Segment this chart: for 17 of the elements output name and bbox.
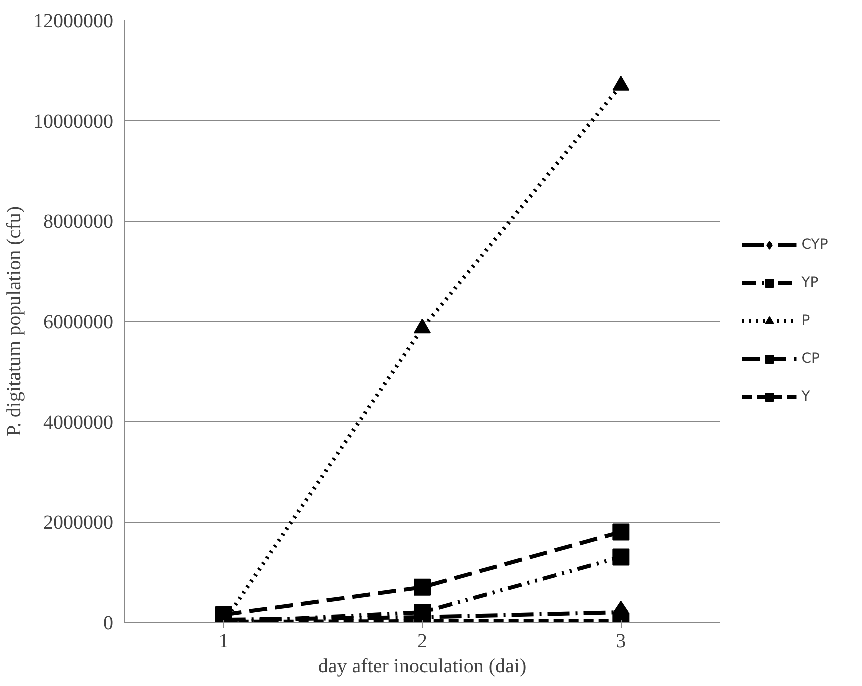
legend-label: P [802,313,812,329]
y-tick-label: 0 [104,612,114,634]
legend-label: Y [802,389,812,405]
legend-label: CYP [802,237,828,253]
y-axis-title: P. digitatum population (cfu) [4,206,26,436]
x-tick-label: 3 [616,630,626,652]
y-tick-label: 12000000 [34,10,114,32]
y-tick-label: 8000000 [44,211,114,234]
legend-label: CP [802,351,821,367]
y-tick-label: 4000000 [44,412,114,434]
legend-label: YP [802,275,820,291]
y-tick-label: 2000000 [44,512,114,534]
x-axis-title: day after inoculation (dai) [318,656,527,678]
y-tick-label: 10000000 [34,110,114,133]
x-tick-label: 2 [418,630,428,652]
x-tick-label: 1 [218,630,229,652]
y-tick-label: 6000000 [44,312,114,334]
